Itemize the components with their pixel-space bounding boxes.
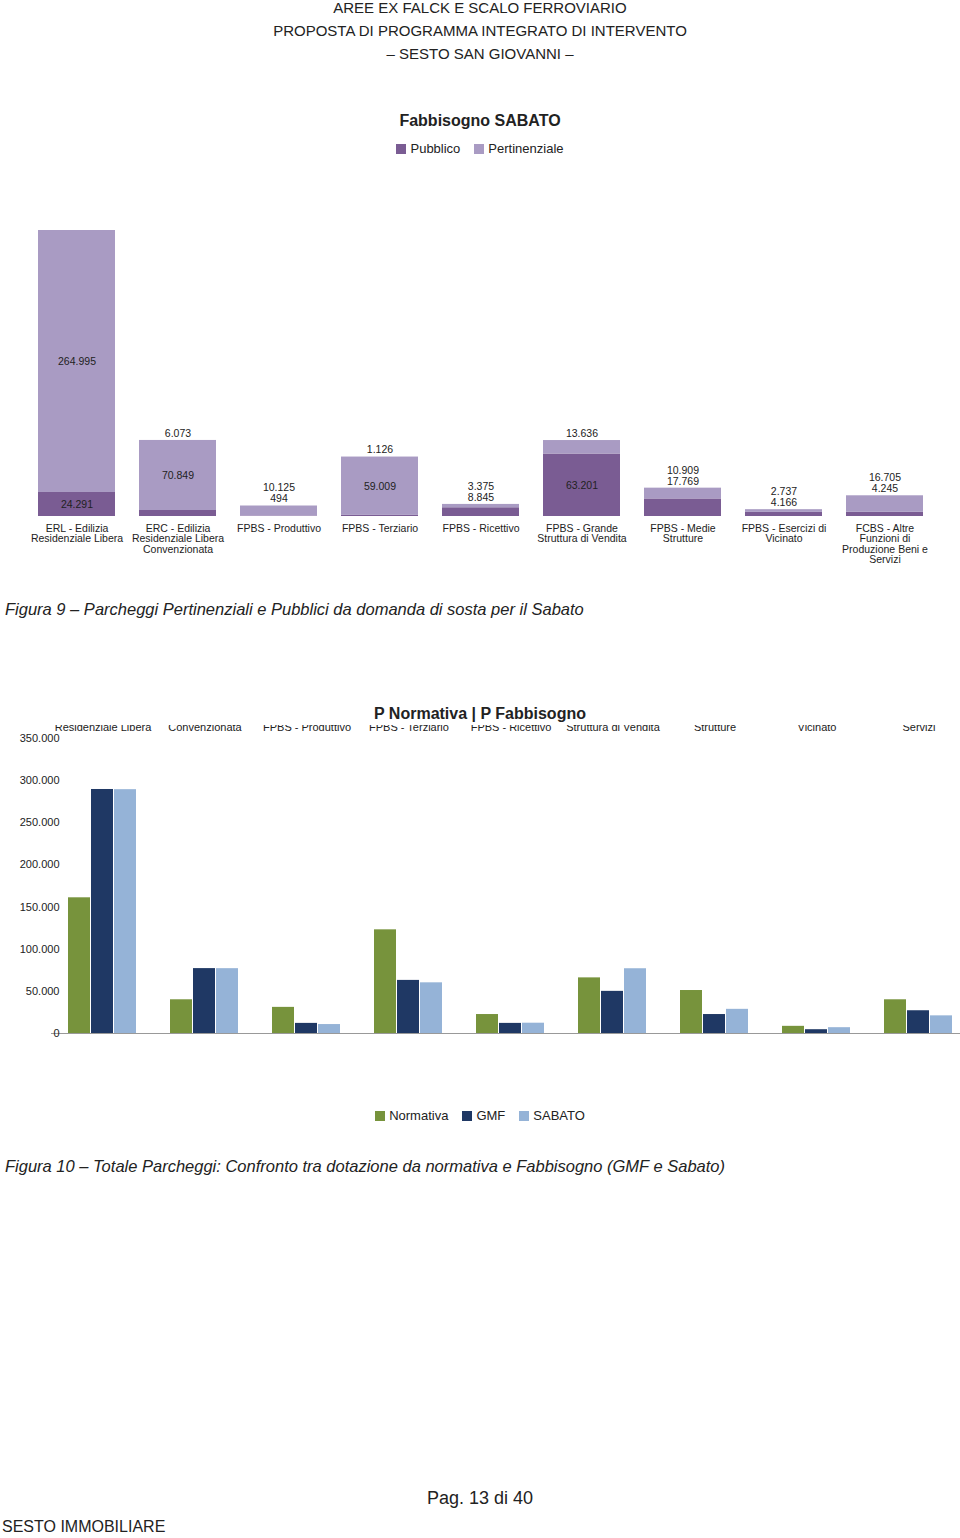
svg-text:50.000: 50.000 — [26, 985, 60, 997]
svg-text:300.000: 300.000 — [20, 774, 60, 786]
svg-text:100.000: 100.000 — [20, 943, 60, 955]
svg-text:10.125: 10.125 — [263, 481, 295, 493]
svg-text:13.636: 13.636 — [566, 427, 598, 439]
html-text:GMF: GMF — [476, 1107, 506, 1123]
svg-text:FPBS - MedieStrutture: FPBS - MedieStrutture — [650, 522, 716, 545]
svg-text:FPBS - Esercizi diVicinato: FPBS - Esercizi diVicinato — [773, 725, 862, 733]
html-text:Pubblico: Pubblico — [410, 140, 461, 156]
html-text:PROPOSTA DI PROGRAMMA INTEGRAT: PROPOSTA DI PROGRAMMA INTEGRATO DI INTER… — [273, 22, 687, 39]
svg-text:59.009: 59.009 — [364, 480, 396, 492]
svg-text:150.000: 150.000 — [20, 901, 60, 913]
svg-text:17.769: 17.769 — [667, 475, 699, 487]
svg-text:FCBS - AltreFunzioni diProduzi: FCBS - AltreFunzioni diProduzione Beni e… — [874, 725, 960, 733]
svg-text:494: 494 — [270, 492, 288, 504]
svg-text:2.737: 2.737 — [771, 485, 797, 497]
html-text:Fabbisogno SABATO: Fabbisogno SABATO — [399, 112, 561, 129]
svg-text:264.995: 264.995 — [58, 355, 96, 367]
svg-text:FPBS - Terziario: FPBS - Terziario — [369, 725, 449, 733]
svg-text:FPBS - Produttivo: FPBS - Produttivo — [237, 522, 321, 534]
svg-text:8.845: 8.845 — [468, 491, 494, 503]
html-text:Figura 9 – Parcheggi Pertinenz: Figura 9 – Parcheggi Pertinenziali e Pub… — [5, 600, 584, 618]
html-text:Pag. 13 di 40: Pag. 13 di 40 — [427, 1488, 533, 1508]
svg-text:FPBS - Terziario: FPBS - Terziario — [342, 522, 418, 534]
svg-text:FPBS - Esercizi diVicinato: FPBS - Esercizi diVicinato — [742, 522, 827, 545]
svg-text:10.909: 10.909 — [667, 464, 699, 476]
svg-text:ERL - EdiliziaResidenziale Lib: ERL - EdiliziaResidenziale Libera — [31, 522, 123, 545]
svg-text:250.000: 250.000 — [20, 816, 60, 828]
svg-text:6.073: 6.073 — [165, 427, 191, 439]
svg-text:ERL - EdiliziaResidenziale Lib: ERL - EdiliziaResidenziale Libera — [55, 725, 152, 733]
html-text:– SESTO SAN GIOVANNI –: – SESTO SAN GIOVANNI – — [386, 45, 574, 62]
svg-text:350.000: 350.000 — [20, 732, 60, 744]
html-text:Figura 10 – Totale Parcheggi:: Figura 10 – Totale Parcheggi: Confronto … — [5, 1157, 725, 1175]
svg-text:1.126: 1.126 — [367, 443, 393, 455]
svg-text:4.245: 4.245 — [872, 482, 898, 494]
svg-text:3.375: 3.375 — [468, 480, 494, 492]
svg-text:FPBS - Ricettivo: FPBS - Ricettivo — [471, 725, 552, 733]
svg-text:200.000: 200.000 — [20, 858, 60, 870]
svg-text:FPBS - GrandeStruttura di Vend: FPBS - GrandeStruttura di Vendita — [566, 725, 660, 733]
svg-text:ERC - EdiliziaResidenziale Lib: ERC - EdiliziaResidenziale LiberaConvenz… — [157, 725, 254, 733]
svg-text:FPBS - Ricettivo: FPBS - Ricettivo — [442, 522, 519, 534]
svg-text:FCBS - AltreFunzioni diProduzi: FCBS - AltreFunzioni diProduzione Beni e… — [842, 522, 928, 566]
svg-text:ERC - EdiliziaResidenziale Lib: ERC - EdiliziaResidenziale LiberaConvenz… — [132, 522, 224, 555]
svg-text:0: 0 — [53, 1027, 59, 1039]
html-text:P Normativa | P Fabbisogno: P Normativa | P Fabbisogno — [374, 705, 586, 722]
html-text:Normativa: Normativa — [389, 1107, 449, 1123]
svg-text:70.849: 70.849 — [162, 469, 194, 481]
svg-text:FPBS - Produttivo: FPBS - Produttivo — [263, 725, 351, 733]
svg-text:4.166: 4.166 — [771, 496, 797, 508]
svg-text:FPBS - MedieStrutture: FPBS - MedieStrutture — [681, 725, 749, 733]
html-text:AREE EX FALCK E SCALO FERROVIA: AREE EX FALCK E SCALO FERROVIARIO — [333, 0, 627, 16]
svg-text:FPBS - GrandeStruttura di Vend: FPBS - GrandeStruttura di Vendita — [537, 522, 626, 545]
svg-text:24.291: 24.291 — [61, 498, 93, 510]
svg-text:63.201: 63.201 — [566, 479, 598, 491]
svg-text:16.705: 16.705 — [869, 471, 901, 483]
html-text:SESTO IMMOBILIARE: SESTO IMMOBILIARE — [2, 1518, 166, 1535]
html-text:Pertinenziale: Pertinenziale — [488, 140, 564, 156]
html-text:SABATO: SABATO — [533, 1107, 585, 1123]
